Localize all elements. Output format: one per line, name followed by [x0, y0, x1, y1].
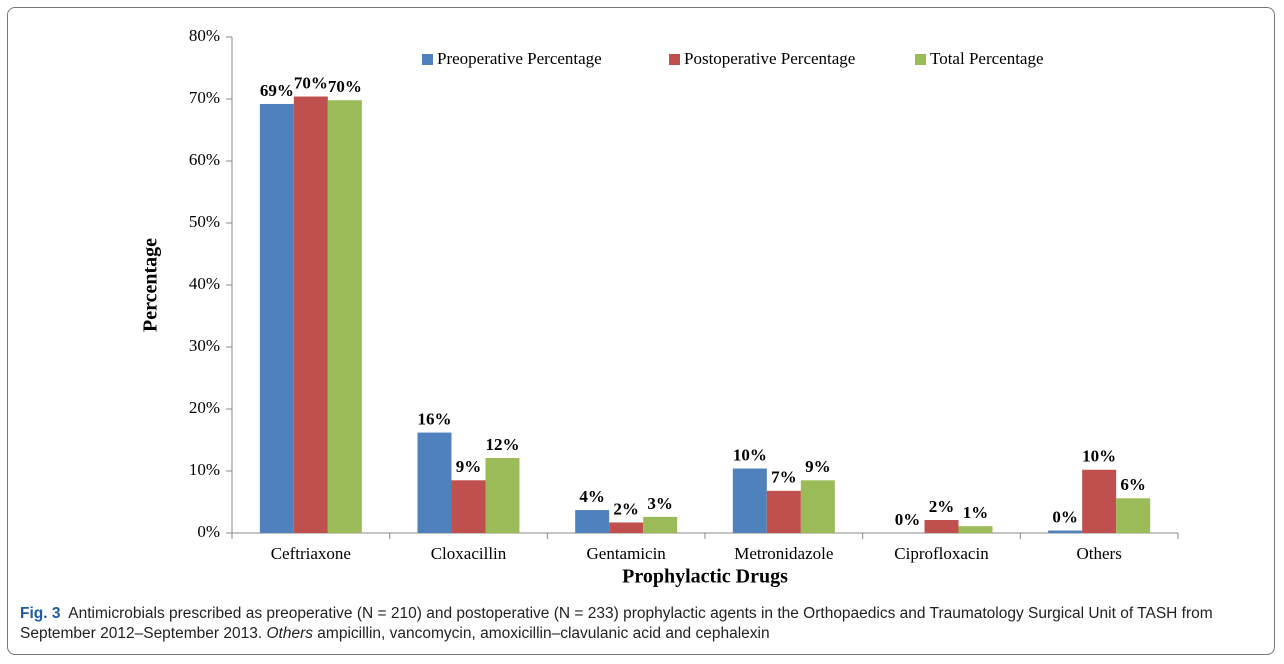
x-axis-title: Prophylactic Drugs [622, 566, 788, 588]
value-label: 9% [456, 457, 482, 476]
bar [327, 100, 362, 534]
x-tick-label: Ceftriaxone [271, 544, 351, 563]
y-tick-label: 0% [197, 522, 220, 541]
value-label: 10% [733, 445, 767, 464]
caption-label: Fig. 3 [20, 605, 61, 622]
figure-frame [7, 7, 1275, 655]
bar [766, 490, 801, 533]
value-label: 7% [771, 468, 797, 487]
caption-text: Antimicrobials prescribed as preoperativ… [20, 605, 1213, 642]
chart: Percentage Prophylactic Drugs 0% 10% 20% 30… [140, 26, 1179, 588]
value-label: 3% [647, 494, 673, 513]
value-label: 70% [328, 77, 362, 96]
bar [609, 522, 644, 533]
caption: Fig. 3 Antimicrobials prescribed as preo… [20, 604, 1265, 644]
y-tick-label: 70% [189, 88, 220, 107]
x-tick-label: Cloxacillin [431, 544, 507, 563]
bar [732, 468, 767, 533]
bar [643, 516, 678, 533]
bar [485, 457, 520, 533]
legend-swatch [422, 54, 433, 65]
x-tick-label: Ciprofloxacin [894, 544, 989, 563]
value-label: 10% [1082, 447, 1116, 466]
caption-emphasis: Others [266, 625, 313, 642]
bar [958, 526, 993, 533]
value-label: 16% [418, 409, 452, 428]
bar [924, 519, 959, 533]
bar [1116, 498, 1151, 533]
caption-text-end: ampicillin, vancomycin, amoxicillin–clav… [317, 625, 770, 642]
legend-label: Total Percentage [930, 49, 1044, 68]
value-label: 70% [294, 73, 328, 92]
value-label: 9% [805, 457, 831, 476]
legend-swatch [669, 54, 680, 65]
legend-label: Preoperative Percentage [437, 49, 602, 68]
bar [293, 96, 328, 534]
value-label: 2% [613, 499, 639, 518]
value-label: 2% [929, 497, 955, 516]
legend-label: Postoperative Percentage [684, 49, 855, 68]
value-label: 0% [895, 510, 921, 529]
y-tick-label: 50% [189, 212, 220, 231]
bar [1048, 530, 1083, 533]
y-tick-label: 10% [189, 460, 220, 479]
value-label: 1% [963, 503, 989, 522]
y-tick-label: 80% [189, 26, 220, 45]
y-tick-label: 60% [189, 150, 220, 169]
value-label: 12% [486, 435, 520, 454]
legend-swatch [915, 54, 926, 65]
value-label: 0% [1052, 507, 1078, 526]
x-tick-label: Others [1077, 544, 1122, 563]
y-axis-title: Percentage [140, 238, 162, 332]
bar [451, 480, 486, 533]
value-label: 6% [1120, 475, 1146, 494]
y-tick-label: 30% [189, 336, 220, 355]
x-tick-label: Metronidazole [734, 544, 833, 563]
value-label: 4% [579, 487, 605, 506]
bar [259, 103, 294, 534]
bar [1082, 469, 1117, 533]
bar [800, 480, 835, 533]
bar [575, 510, 610, 533]
y-tick-label: 40% [189, 274, 220, 293]
bar [417, 432, 452, 533]
y-tick-label: 20% [189, 398, 220, 417]
value-label: 69% [260, 81, 294, 100]
x-tick-label: Gentamicin [587, 544, 667, 563]
